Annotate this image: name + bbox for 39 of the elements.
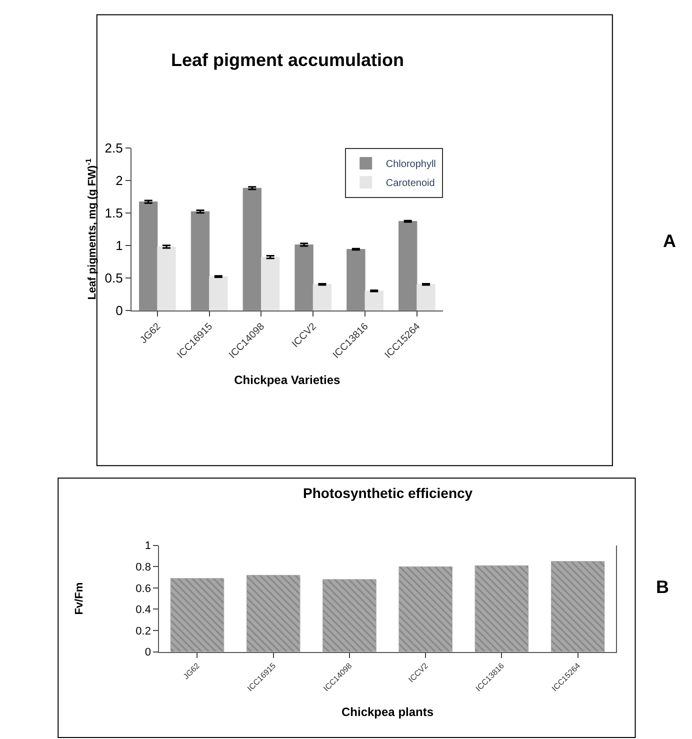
y-tick-label: 0 <box>144 646 151 659</box>
bar <box>364 290 384 310</box>
chart-title: Leaf pigment accumulation <box>171 50 404 70</box>
bar <box>139 202 158 310</box>
bar <box>312 284 332 310</box>
bar <box>322 579 376 652</box>
bar <box>170 578 224 652</box>
chart-title: Photosynthetic efficiency <box>303 485 473 501</box>
bar <box>550 561 605 652</box>
y-tick-label: 0.4 <box>136 604 151 616</box>
y-tick-label: 0.5 <box>104 270 123 286</box>
y-tick-label: 0 <box>116 302 123 318</box>
y-tick-label: 1 <box>144 540 151 552</box>
y-tick-label: 0.2 <box>136 625 151 638</box>
bar <box>416 284 436 310</box>
y-tick-label: 0.6 <box>136 582 151 595</box>
bar <box>242 188 262 310</box>
text: A <box>663 231 676 251</box>
bar <box>398 566 452 652</box>
bar <box>209 276 228 310</box>
y-tick-label: 1 <box>116 238 123 253</box>
x-axis-title: Chickpea Varieties <box>234 372 341 387</box>
y-tick-label: 0.8 <box>136 562 151 574</box>
y-tick-label: 2.5 <box>104 140 123 156</box>
y-tick-label: 2 <box>116 172 123 188</box>
bar <box>346 249 366 310</box>
bar <box>190 211 210 310</box>
bar <box>260 256 280 310</box>
bar <box>157 246 176 310</box>
legend-label: Carotenoid <box>386 178 435 190</box>
bar <box>474 565 529 652</box>
text: B <box>656 577 669 597</box>
y-axis-title: Fv/Fm <box>73 582 86 615</box>
bar <box>294 244 314 310</box>
bar <box>246 574 300 652</box>
x-axis-title: Chickpea plants <box>342 705 434 720</box>
legend-label: Chlorophyll <box>386 159 436 170</box>
bar <box>398 221 418 310</box>
y-tick-label: 1.5 <box>104 205 123 220</box>
